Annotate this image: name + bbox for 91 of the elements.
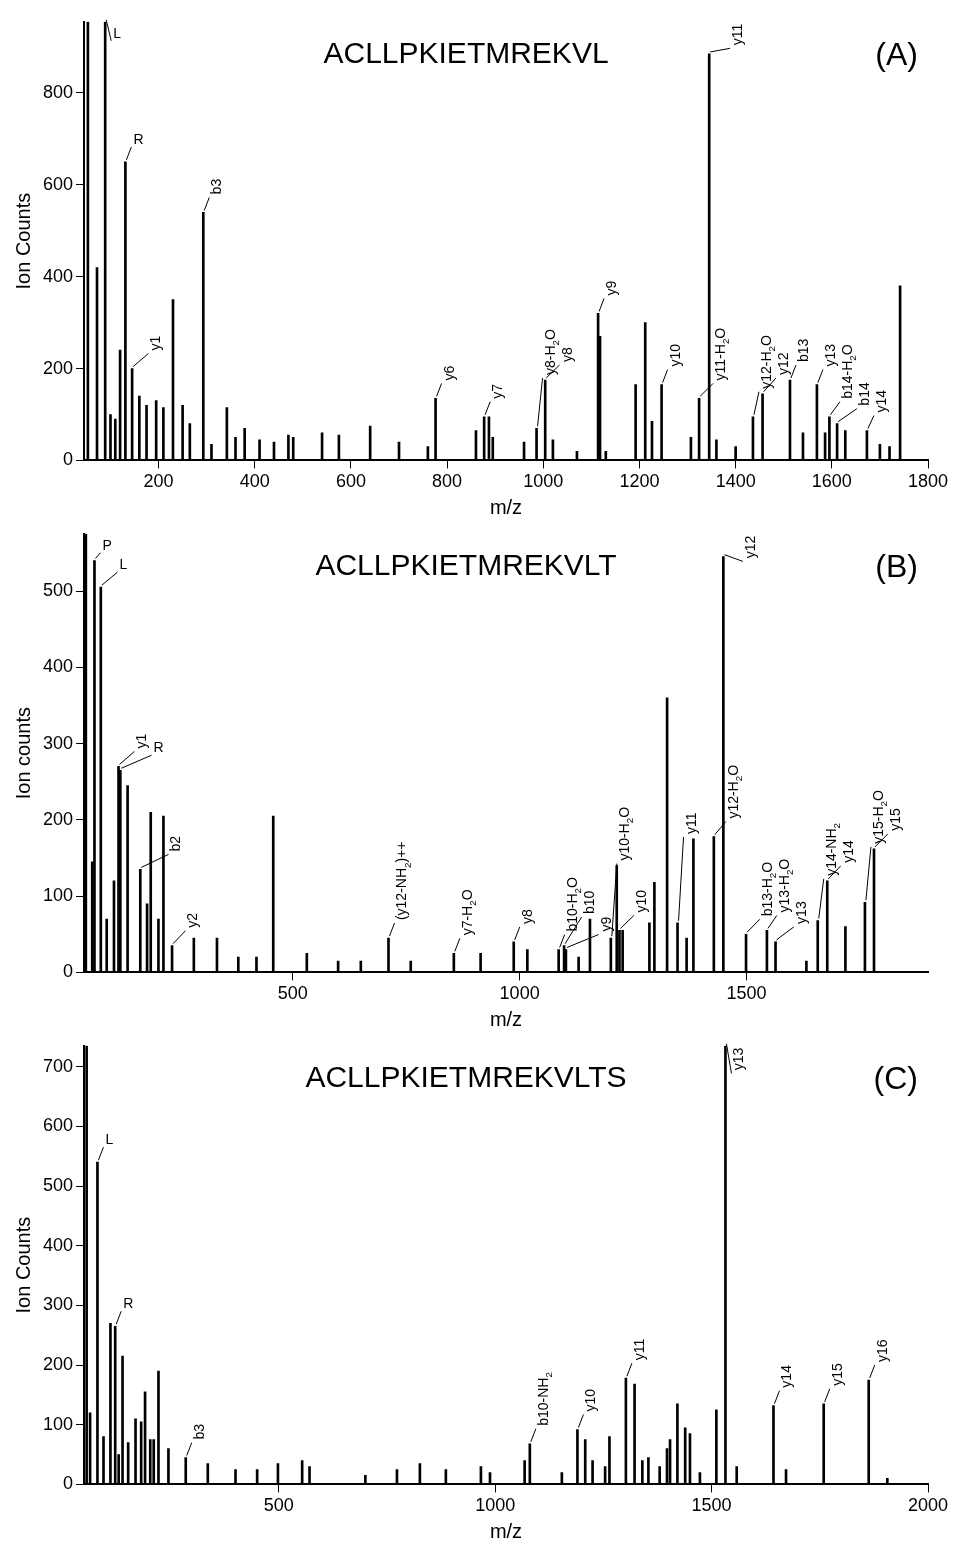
y-tick-label: 0 — [63, 449, 74, 470]
annotation: y9 — [603, 280, 620, 296]
annotation: L — [119, 556, 128, 573]
x-tick-label: 500 — [263, 1495, 294, 1516]
x-axis-title: m/z — [489, 495, 523, 518]
annotation: (A) — [875, 35, 918, 72]
y-tick-label: 400 — [42, 265, 74, 286]
annotation: y7-H2O — [458, 889, 479, 936]
annotation: y8 — [558, 347, 575, 363]
x-tick-label: 1000 — [523, 471, 564, 492]
annotation: y15 — [828, 1363, 845, 1386]
x-tick-label: 1000 — [475, 1495, 516, 1516]
annotation: y9 — [597, 916, 614, 932]
annotation: y10-H2O — [615, 806, 636, 861]
x-tick-label: 600 — [335, 471, 366, 492]
y-tick-label: 500 — [42, 1175, 74, 1195]
y-tick-label: 200 — [42, 808, 74, 829]
annotation: b3 — [190, 1423, 207, 1440]
x-tick-label: 1500 — [726, 983, 767, 1004]
x-tick-label: 2000 — [907, 1495, 949, 1516]
annotation: (B) — [875, 547, 918, 584]
x-axis-title: m/z — [489, 1519, 523, 1542]
y-tick-label: 100 — [42, 885, 74, 906]
y-tick-label: 0 — [63, 961, 74, 982]
annotation: b2 — [167, 835, 184, 852]
annotation: b10-H2O — [563, 876, 583, 932]
x-tick-label: 1800 — [907, 471, 949, 492]
annotation: y11 — [630, 1338, 647, 1361]
annotation: (y12-NH2)++ — [393, 841, 413, 921]
annotation: L — [105, 1131, 114, 1148]
annotation: y10 — [632, 889, 649, 913]
y-tick-label: 600 — [42, 1115, 74, 1136]
annotation: y7 — [489, 383, 506, 399]
y-tick-label: 0 — [63, 1473, 74, 1494]
annotation: y16 — [873, 1339, 890, 1362]
y-axis-title: Ion counts — [11, 706, 34, 800]
annotation: L — [113, 24, 122, 41]
y-tick-label: 200 — [42, 357, 74, 378]
annotation: y2 — [184, 912, 201, 928]
text: ACLLPKIETMREKVLT — [315, 548, 617, 582]
annotation: b3 — [208, 178, 225, 195]
annotation: y11 — [729, 23, 746, 46]
annotation: y11 — [682, 812, 699, 834]
x-tick-label: 1200 — [619, 471, 660, 492]
y-tick-label: 200 — [42, 1354, 74, 1375]
annotation: y12 — [741, 535, 758, 559]
y-tick-label: 500 — [42, 579, 74, 600]
y-tick-label: 300 — [42, 732, 74, 753]
annotation: b10-NH2 — [534, 1372, 555, 1426]
y-axis-title: Ion Counts — [11, 192, 34, 290]
annotation: y10 — [582, 1388, 599, 1412]
annotation: y14 — [872, 389, 889, 413]
y-tick-label: 700 — [42, 1055, 74, 1076]
annotation: y14 — [778, 1364, 795, 1388]
x-tick-label: 200 — [143, 471, 174, 492]
x-tick-label: 1500 — [691, 1495, 732, 1516]
x-tick-label: 400 — [239, 471, 270, 492]
annotation: y10 — [666, 343, 683, 367]
text: ACLLPKIETMREKVLTS — [305, 1060, 627, 1094]
y-tick-label: 300 — [42, 1294, 74, 1315]
text: ACLLPKIETMREKVL — [323, 36, 609, 70]
x-axis-title: m/z — [489, 1007, 523, 1030]
x-tick-label: 1400 — [715, 471, 756, 492]
annotation: R — [123, 1295, 134, 1312]
annotation: y11-H2O — [712, 327, 732, 381]
annotation: y8 — [518, 908, 535, 924]
y-tick-label: 800 — [42, 81, 74, 102]
annotation: y14 — [839, 840, 856, 863]
annotation: y14-NH2 — [822, 822, 842, 876]
y-tick-label: 100 — [42, 1413, 74, 1434]
x-tick-label: 1000 — [499, 983, 540, 1004]
annotation: y13 — [730, 1047, 747, 1071]
annotation: y12-H2O — [724, 764, 745, 819]
x-tick-label: 1600 — [811, 471, 852, 492]
y-tick-label: 400 — [42, 1234, 74, 1255]
y-tick-label: 600 — [42, 173, 74, 194]
annotation: y6 — [440, 365, 457, 381]
annotation: R — [153, 739, 164, 756]
annotation: y1 — [133, 733, 150, 749]
annotation: b10 — [580, 890, 597, 915]
y-axis-title: Ion Counts — [11, 1216, 34, 1314]
x-tick-label: 800 — [432, 471, 463, 492]
annotation: y13 — [821, 343, 838, 367]
annotation: R — [133, 130, 144, 147]
annotation: y1 — [147, 335, 164, 351]
annotation: b13 — [794, 338, 811, 363]
x-tick-label: 500 — [277, 983, 308, 1004]
annotation: P — [102, 536, 112, 553]
y-tick-label: 400 — [42, 656, 74, 677]
annotation: (C) — [873, 1059, 918, 1096]
annotation: y8-H2O — [541, 329, 561, 376]
